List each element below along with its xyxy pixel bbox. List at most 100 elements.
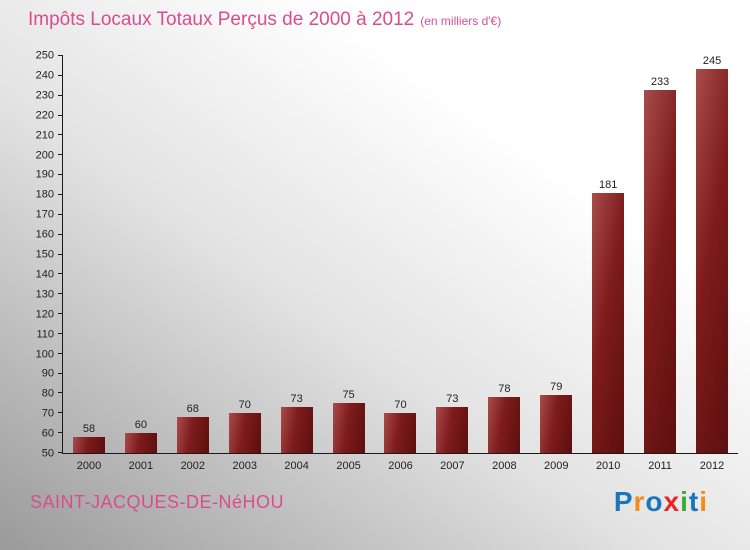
x-tick-label: 2003 — [232, 460, 257, 472]
y-tick-label: 110 — [36, 328, 54, 341]
bar — [280, 407, 313, 453]
y-tick-label: 120 — [35, 308, 54, 321]
logo-letter: o — [645, 486, 664, 517]
y-tick-label: 210 — [35, 129, 54, 142]
bar-cell: 233 2011 — [634, 56, 686, 472]
logo-letter: i — [680, 486, 689, 517]
y-tick-label: 240 — [35, 69, 54, 82]
bar — [696, 69, 729, 453]
y-tick-mark — [58, 452, 63, 453]
y-tick-mark — [58, 94, 63, 96]
y-tick-label: 100 — [35, 348, 54, 360]
bar-cell: 68 2002 — [167, 56, 219, 472]
x-tick-label: 2010 — [595, 460, 621, 472]
bar — [124, 433, 157, 453]
y-tick-mark — [58, 74, 63, 76]
logo-letter: r — [633, 486, 646, 517]
y-tick-mark — [58, 193, 63, 195]
y-tick-label: 170 — [35, 208, 54, 221]
y-tick-mark — [58, 332, 63, 334]
y-tick-mark — [58, 352, 63, 354]
bar-cell: 78 2008 — [478, 56, 530, 472]
y-tick-mark — [58, 293, 63, 295]
bar-value-label: 68 — [186, 403, 199, 416]
y-tick-mark — [58, 253, 63, 255]
x-tick-label: 2000 — [76, 460, 102, 472]
bar-value-label: 70 — [238, 399, 251, 412]
y-tick-mark — [58, 392, 63, 394]
x-tick-label: 2012 — [699, 460, 725, 472]
x-tick-label: 2007 — [440, 460, 465, 472]
y-tick-label: 130 — [35, 288, 54, 301]
y-tick-mark — [58, 134, 63, 136]
y-tick-label: 190 — [35, 168, 54, 181]
y-tick-label: 180 — [35, 188, 54, 201]
bar — [332, 403, 365, 453]
bar-cell: 73 2007 — [426, 56, 478, 472]
x-tick-label: 2006 — [388, 460, 413, 472]
y-tick-label: 220 — [35, 109, 54, 122]
logo-letter: x — [663, 486, 681, 517]
bar-cell: 75 2005 — [323, 56, 375, 472]
chart-title-text: Impôts Locaux Totaux Perçus de 2000 à 20… — [28, 9, 415, 30]
chart-title: Impôts Locaux Totaux Perçus de 2000 à 20… — [28, 9, 501, 31]
bar-chart: 50 60 70 80 90 100 110 120 130 140 150 160 170 180 190… — [24, 46, 740, 478]
x-tick-label: 2001 — [128, 460, 154, 472]
bar-value-label: 79 — [550, 381, 563, 394]
y-tick-label: 80 — [41, 387, 54, 400]
y-tick-label: 50 — [41, 447, 54, 460]
y-tick-label: 160 — [35, 228, 54, 241]
bar-value-label: 181 — [599, 178, 618, 191]
y-tick-label: 150 — [35, 248, 54, 261]
bar-value-label: 75 — [342, 389, 355, 402]
bar-cell: 60 2001 — [115, 56, 167, 472]
plot-area: 58 2000 60 2001 68 2002 70 2003 73 2004 75 2005 70 20… — [58, 55, 738, 472]
logo-letter: t — [688, 486, 700, 517]
y-tick-mark — [58, 273, 63, 275]
y-tick-mark — [58, 412, 63, 414]
bar — [72, 437, 105, 453]
y-tick-mark — [58, 213, 63, 215]
y-tick-mark — [58, 154, 63, 156]
y-tick-mark — [58, 174, 63, 176]
bar-cell: 70 2006 — [375, 56, 427, 472]
y-tick-label: 230 — [35, 89, 54, 102]
bar-cell: 58 2000 — [63, 56, 115, 472]
bar-cell: 181 2010 — [582, 56, 634, 472]
bar — [384, 413, 417, 453]
bar-value-label: 233 — [650, 75, 670, 88]
y-tick-label: 140 — [35, 268, 54, 281]
y-tick-mark — [58, 372, 63, 374]
bar — [540, 395, 573, 453]
x-tick-label: 2009 — [544, 460, 569, 472]
y-tick-label: 200 — [35, 149, 54, 161]
y-axis: 50 60 70 80 90 100 110 120 130 140 150 160 170 180 190… — [24, 50, 60, 459]
bar-cell: 245 2012 — [686, 55, 738, 472]
bar — [644, 89, 677, 453]
place-name: SAINT-JACQUES-DE-NéHOU — [30, 492, 285, 512]
y-tick-label: 60 — [41, 427, 54, 440]
y-tick-mark — [58, 313, 63, 315]
bar-value-label: 73 — [290, 393, 303, 406]
bar-value-label: 245 — [702, 55, 722, 67]
proxiti-logo: Proxiti — [614, 486, 708, 518]
logo-letter: P — [613, 486, 634, 517]
x-tick-label: 2005 — [336, 460, 361, 472]
bar-value-label: 73 — [446, 393, 459, 406]
bar-cell: 79 2009 — [530, 56, 582, 472]
y-tick-mark — [58, 432, 63, 434]
x-tick-label: 2004 — [284, 460, 309, 472]
bar-value-label: 70 — [394, 399, 407, 412]
y-tick-mark — [58, 114, 63, 116]
y-tick-mark — [58, 55, 63, 56]
x-tick-label: 2011 — [648, 460, 672, 472]
bar-value-label: 58 — [82, 423, 96, 436]
y-tick-label: 70 — [41, 407, 54, 420]
bar-value-label: 60 — [134, 419, 147, 432]
bar-cell: 70 2003 — [219, 56, 271, 472]
bar — [488, 397, 521, 453]
chart-subtitle: (en milliers d'€) — [420, 14, 502, 28]
bar-value-label: 78 — [498, 383, 511, 396]
bar — [436, 407, 469, 453]
x-tick-label: 2002 — [180, 460, 206, 472]
